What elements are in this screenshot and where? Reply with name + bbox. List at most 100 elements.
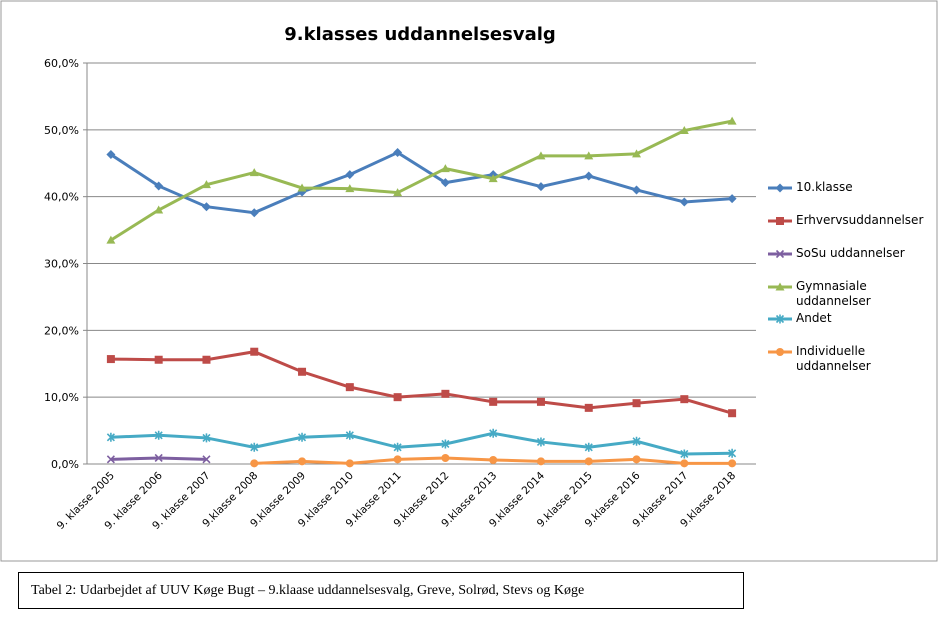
marker — [345, 170, 355, 180]
legend-label: SoSu uddannelser — [796, 246, 905, 260]
legend-label: Andet — [796, 311, 832, 325]
marker — [680, 449, 689, 459]
marker — [728, 409, 737, 418]
marker — [106, 150, 116, 160]
marker — [393, 148, 403, 158]
marker — [632, 436, 641, 446]
marker — [250, 442, 259, 452]
legend-item: Individuelle uddannelser — [766, 344, 911, 374]
marker — [202, 355, 211, 364]
legend-item: SoSu uddannelser — [766, 246, 911, 261]
marker — [584, 171, 594, 181]
legend-label: 10.klasse — [796, 180, 853, 194]
marker — [584, 151, 594, 160]
marker — [249, 208, 259, 218]
marker — [298, 367, 307, 376]
marker — [345, 383, 354, 392]
legend-item: Andet — [766, 311, 911, 326]
marker — [489, 455, 498, 464]
marker — [536, 151, 546, 160]
chart: 9.klasses uddannelsesvalg 0,0% 10,0% 20,0%… — [0, 0, 938, 562]
marker — [201, 202, 211, 212]
marker — [776, 348, 784, 356]
marker — [775, 249, 785, 259]
y-tick-label: 60,0% — [44, 57, 79, 70]
marker — [441, 439, 450, 449]
marker — [679, 126, 689, 135]
marker — [536, 457, 545, 466]
marker — [106, 455, 115, 464]
marker — [632, 399, 641, 408]
marker — [154, 453, 163, 463]
marker — [536, 397, 545, 406]
marker — [680, 459, 689, 468]
marker — [632, 149, 642, 158]
marker — [536, 182, 546, 192]
marker — [632, 185, 642, 195]
marker — [489, 428, 498, 438]
legend-swatch — [768, 183, 792, 193]
marker — [441, 453, 450, 462]
marker — [393, 188, 403, 197]
marker — [727, 194, 737, 204]
legend-label: Gymnasiale uddannelser — [796, 279, 871, 308]
marker — [345, 184, 355, 193]
legend-item: Gymnasiale uddannelser — [766, 279, 911, 309]
legend: 10.klasse Erhvervsuddannelser SoSu uddanne… — [766, 180, 936, 392]
chart-title: 9.klasses uddannelsesvalg — [284, 24, 556, 45]
marker — [106, 432, 115, 442]
marker — [345, 430, 354, 440]
marker — [297, 183, 307, 192]
marker — [441, 389, 450, 398]
legend-item: 10.klasse — [766, 180, 911, 195]
marker — [393, 393, 402, 402]
series-line — [110, 150, 733, 215]
marker — [632, 455, 641, 464]
marker — [250, 347, 259, 356]
marker — [728, 448, 737, 458]
y-tick-label: 10,0% — [44, 391, 79, 404]
marker — [106, 235, 116, 244]
marker — [584, 403, 593, 412]
marker — [393, 442, 402, 452]
marker — [154, 355, 163, 364]
series-line — [110, 119, 733, 242]
marker — [297, 432, 307, 442]
marker — [775, 183, 785, 193]
marker — [154, 205, 164, 214]
marker — [775, 314, 785, 324]
legend-label: Erhvervsuddannelser — [796, 213, 924, 227]
marker — [298, 457, 307, 466]
legend-swatch — [768, 217, 792, 225]
y-tick-label: 30,0% — [44, 258, 79, 271]
chart-border — [0, 0, 938, 562]
marker — [584, 442, 593, 452]
marker — [154, 430, 163, 440]
marker — [776, 217, 784, 225]
marker — [728, 459, 737, 468]
legend-swatch — [768, 314, 792, 324]
series-line — [110, 431, 733, 456]
y-tick-label: 0,0% — [51, 458, 79, 471]
y-tick-label: 40,0% — [44, 191, 79, 204]
marker — [393, 455, 402, 464]
legend-swatch — [768, 282, 792, 291]
caption: Tabel 2: Udarbejdet af UUV Køge Bugt – 9… — [18, 572, 744, 609]
marker — [489, 397, 498, 406]
series-line — [110, 350, 733, 415]
marker — [775, 282, 785, 291]
legend-swatch — [768, 249, 792, 259]
legend-swatch — [768, 348, 792, 356]
marker — [202, 455, 211, 464]
marker — [106, 355, 115, 364]
y-tick-label: 50,0% — [44, 124, 79, 137]
marker — [680, 395, 689, 404]
marker — [727, 116, 737, 125]
marker — [202, 433, 211, 443]
marker — [536, 437, 546, 447]
marker — [488, 174, 498, 183]
marker — [679, 197, 689, 207]
marker — [249, 168, 259, 177]
marker — [440, 178, 450, 188]
